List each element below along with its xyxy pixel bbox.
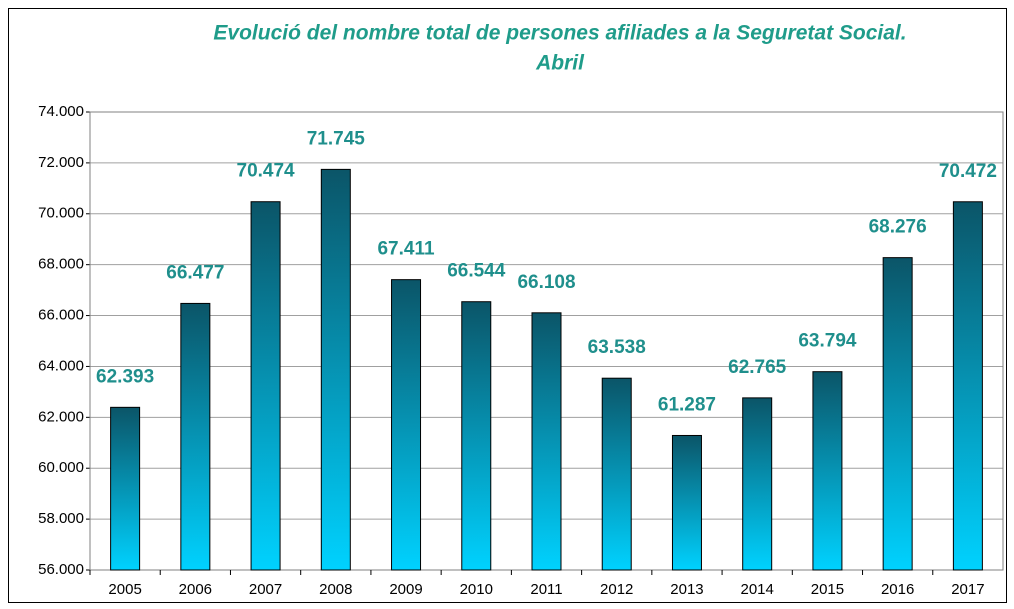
y-tick-label: 74.000 [38, 103, 84, 120]
bar [812, 371, 843, 571]
x-tick-label: 2014 [741, 581, 774, 598]
x-tick-label: 2013 [670, 581, 703, 598]
value-label: 66.544 [447, 261, 506, 282]
x-tick-label: 2017 [951, 581, 984, 598]
bar [671, 434, 702, 571]
value-label: 66.108 [517, 272, 575, 293]
bar [531, 312, 562, 571]
value-label: 62.765 [728, 357, 787, 378]
y-tick-label: 58.000 [38, 510, 84, 527]
y-tick-label: 64.000 [38, 357, 84, 374]
bar [250, 201, 281, 571]
bar [601, 377, 632, 571]
x-tick-label: 2016 [881, 581, 914, 598]
bar [461, 301, 492, 571]
x-tick-label: 2009 [389, 581, 422, 598]
value-label: 63.794 [798, 331, 857, 352]
y-tick-label: 70.000 [38, 205, 84, 222]
bar [320, 168, 351, 571]
value-label: 71.745 [307, 128, 366, 149]
value-label: 66.477 [166, 262, 224, 283]
value-label: 61.287 [658, 394, 716, 415]
chart-border [8, 8, 1007, 603]
x-tick-label: 2008 [319, 581, 352, 598]
x-tick-label: 2011 [530, 581, 562, 598]
value-label: 68.276 [869, 217, 927, 238]
chart-title: Abril [535, 52, 585, 75]
value-label: 70.472 [939, 161, 997, 182]
x-tick-label: 2010 [460, 581, 493, 598]
value-label: 62.393 [96, 366, 154, 387]
bar [882, 257, 913, 571]
chart-title: Evolució del nombre total de persones af… [213, 22, 906, 45]
bar [952, 201, 983, 571]
y-tick-label: 68.000 [38, 256, 84, 273]
x-tick-label: 2015 [811, 581, 844, 598]
x-tick-label: 2006 [179, 581, 212, 598]
y-tick-label: 72.000 [38, 154, 84, 171]
value-label: 70.474 [237, 161, 296, 182]
y-tick-label: 60.000 [38, 459, 84, 476]
y-tick-label: 56.000 [38, 561, 84, 578]
bar [180, 302, 211, 571]
bar [391, 279, 422, 571]
bar [742, 397, 773, 571]
x-tick-label: 2012 [600, 581, 633, 598]
x-tick-label: 2007 [249, 581, 282, 598]
y-tick-label: 66.000 [38, 307, 84, 324]
x-tick-label: 2005 [108, 581, 141, 598]
y-tick-label: 62.000 [38, 408, 84, 425]
value-label: 67.411 [377, 239, 434, 260]
bar [110, 406, 141, 571]
value-label: 63.538 [588, 337, 646, 358]
